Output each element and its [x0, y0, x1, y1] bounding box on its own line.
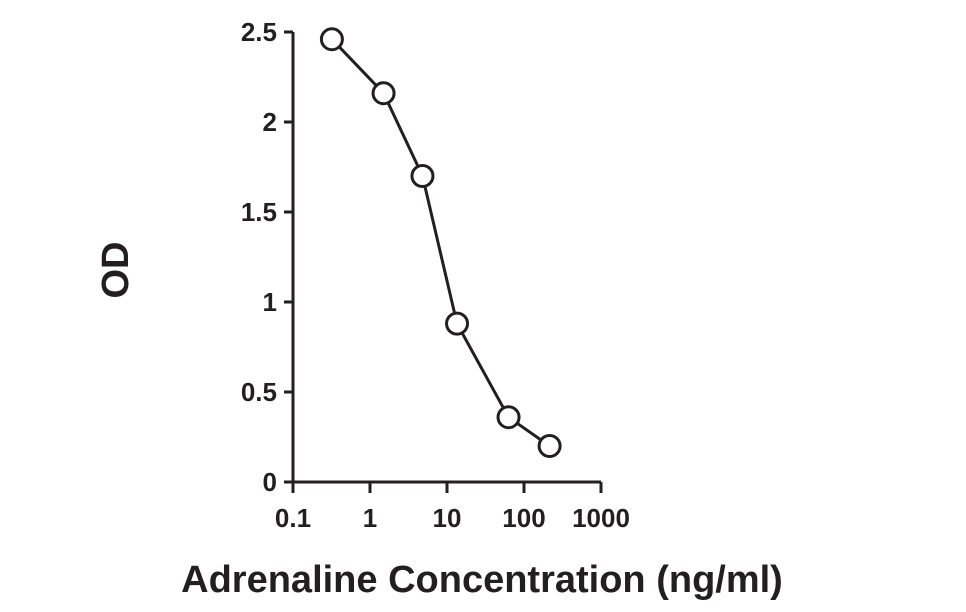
- data-point: [410, 164, 435, 188]
- y-axis-title: OD: [95, 242, 137, 299]
- x-tick-label: 100: [502, 503, 545, 533]
- y-tick-label: 2.5: [241, 17, 277, 47]
- x-tick-label: 1: [363, 503, 377, 533]
- data-point: [371, 81, 396, 106]
- series-group: [319, 27, 562, 458]
- tick-marks: [284, 30, 603, 493]
- data-point: [537, 434, 562, 458]
- data-point: [496, 405, 521, 430]
- y-tick-label: 0.5: [241, 377, 277, 407]
- x-tick-label: 0.1: [275, 503, 311, 533]
- tick-labels: 0 0.5 1 1.5 2 2.5 0.1 1 10 100 1000: [241, 17, 630, 533]
- y-tick-label: 1.5: [241, 197, 277, 227]
- x-axis-title: Adrenaline Concentration (ng/ml): [181, 559, 783, 601]
- series-line: [330, 38, 551, 448]
- y-tick-label: 0: [263, 467, 277, 497]
- data-point: [445, 311, 470, 336]
- axes: [291, 32, 601, 484]
- x-tick-label: 1000: [572, 503, 630, 533]
- y-tick-label: 2: [263, 107, 277, 137]
- data-point: [319, 27, 344, 52]
- y-tick-label: 1: [263, 287, 277, 317]
- x-tick-label: 10: [433, 503, 462, 533]
